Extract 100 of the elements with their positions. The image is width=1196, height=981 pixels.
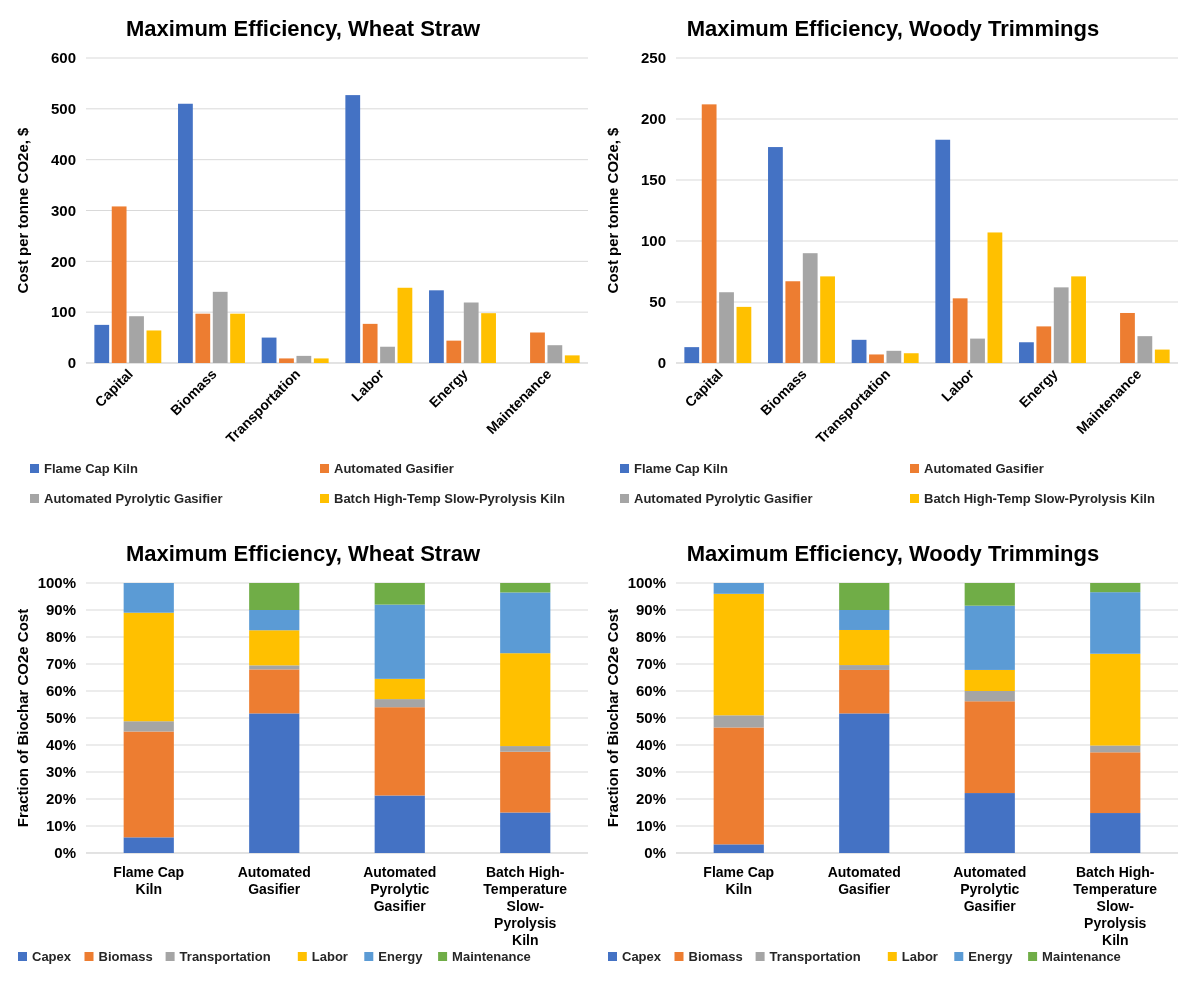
- y-tick-label: 200: [640, 110, 666, 128]
- bar: [313, 358, 329, 363]
- bar: [820, 276, 835, 363]
- y-tick-label: 0: [657, 354, 666, 372]
- x-tick-label: Flame Cap Kiln: [113, 864, 185, 897]
- bar: [935, 139, 951, 363]
- bar: [839, 629, 890, 666]
- bar: [146, 330, 162, 363]
- legend-label: Transportation: [179, 949, 271, 964]
- legend-label: Maintenance: [1042, 949, 1121, 964]
- bar: [500, 653, 551, 747]
- x-tick-label: Batch High-Temperature Slow-Pyrolysis Kiln: [1073, 864, 1158, 948]
- y-tick-label: 80%: [635, 628, 666, 646]
- x-tick-label: Automated Pyrolytic Gasifier: [953, 864, 1027, 914]
- bar: [249, 665, 300, 670]
- legend-label: Capex: [622, 949, 662, 964]
- y-tick-label: 20%: [45, 790, 76, 808]
- y-tick-label: 100%: [37, 574, 76, 592]
- bar: [296, 355, 312, 363]
- bar: [839, 669, 890, 714]
- bar: [429, 290, 444, 363]
- bar: [768, 147, 783, 363]
- legend-label: Energy: [968, 949, 1014, 964]
- bar: [129, 316, 144, 363]
- bar: [964, 583, 1015, 606]
- chart-title: Maximum Efficiency, Woody Trimmings: [686, 16, 1100, 41]
- bar: [1019, 342, 1034, 363]
- y-tick-label: 60%: [635, 682, 666, 700]
- bar: [1071, 276, 1086, 363]
- bar: [964, 701, 1015, 794]
- bar: [1120, 312, 1135, 363]
- bar: [500, 751, 551, 813]
- y-tick-label: 10%: [635, 817, 666, 835]
- bar: [713, 727, 764, 845]
- bar: [1090, 813, 1141, 853]
- y-tick-label: 60%: [45, 682, 76, 700]
- bar: [123, 583, 174, 613]
- bar: [713, 844, 764, 853]
- y-axis-title: Cost per tonne CO2e, $: [14, 126, 31, 294]
- y-tick-label: 90%: [45, 601, 76, 619]
- bar: [736, 306, 752, 363]
- bar: [397, 287, 413, 363]
- legend-label: Transportation: [769, 949, 861, 964]
- bar: [500, 592, 551, 654]
- legend-label: Labor: [901, 949, 938, 964]
- y-tick-label: 30%: [45, 763, 76, 781]
- legend-label: Energy: [378, 949, 424, 964]
- bar: [964, 669, 1015, 691]
- bar: [869, 354, 884, 363]
- bar: [785, 281, 801, 363]
- y-tick-label: 10%: [45, 817, 76, 835]
- bar: [547, 345, 563, 363]
- chart-title: Maximum Efficiency, Wheat Straw: [125, 16, 481, 41]
- legend-label: Automated Gasifier: [924, 461, 1044, 476]
- bar: [1090, 592, 1141, 654]
- y-tick-label: 70%: [45, 655, 76, 673]
- y-tick-label: 50%: [635, 709, 666, 727]
- bar: [345, 95, 361, 363]
- bar: [713, 593, 764, 716]
- bar: [964, 691, 1015, 702]
- y-tick-label: 40%: [635, 736, 666, 754]
- bar: [279, 358, 294, 363]
- x-tick-label: Flame Cap Kiln: [703, 864, 775, 897]
- legend-label: Capex: [32, 949, 72, 964]
- bar: [212, 291, 228, 363]
- bar: [374, 707, 425, 796]
- y-tick-label: 50: [649, 293, 666, 311]
- y-tick-label: 80%: [45, 628, 76, 646]
- bar: [839, 610, 890, 630]
- y-tick-label: 100: [640, 232, 666, 250]
- bar: [839, 713, 890, 853]
- bar: [261, 337, 277, 363]
- bar: [839, 583, 890, 610]
- y-axis-title: Cost per tonne CO2e, $: [604, 126, 621, 294]
- y-tick-label: 300: [50, 201, 76, 219]
- y-tick-label: 0%: [644, 844, 666, 862]
- bar: [802, 253, 818, 363]
- bar: [380, 346, 395, 363]
- bar: [463, 302, 479, 363]
- y-tick-label: 0%: [54, 844, 76, 862]
- legend-label: Flame Cap Kiln: [634, 461, 728, 476]
- bar: [123, 612, 174, 722]
- bar: [1090, 653, 1141, 746]
- x-tick-label: Automated Gasifier: [237, 864, 311, 897]
- y-tick-label: 100%: [627, 574, 666, 592]
- y-axis-title: Fraction of Biochar CO2e Cost: [604, 608, 621, 828]
- bar: [701, 104, 717, 363]
- bar: [500, 812, 551, 853]
- bar: [500, 583, 551, 593]
- legend-label: Automated Pyrolytic Gasifier: [44, 491, 223, 506]
- x-tick-label: Automated Pyrolytic Gasifier: [363, 864, 437, 914]
- x-tick-label: Batch High-Temperature Slow-Pyrolysis Kiln: [483, 864, 568, 948]
- bar: [1053, 287, 1069, 363]
- bar: [1036, 326, 1052, 363]
- bar: [362, 323, 378, 363]
- bar: [249, 583, 300, 610]
- bar: [1090, 583, 1141, 593]
- legend-label: Biomass: [688, 949, 743, 964]
- bar: [886, 350, 902, 363]
- bar: [374, 678, 425, 700]
